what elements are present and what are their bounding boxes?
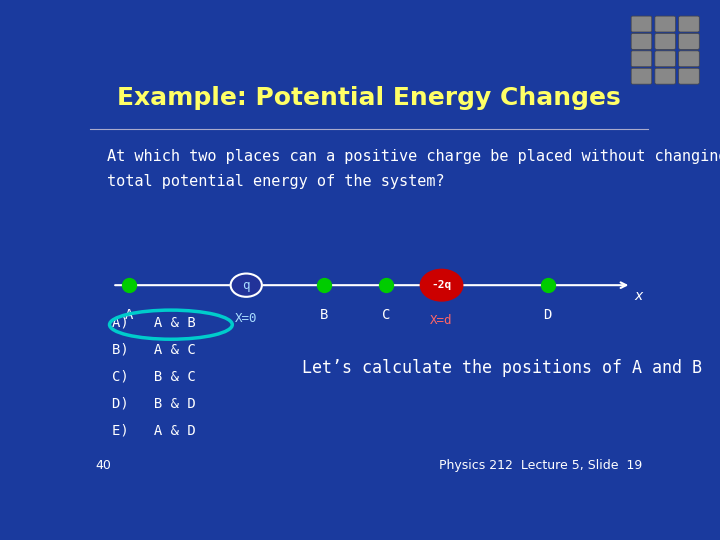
FancyBboxPatch shape <box>631 16 652 32</box>
Text: Example: Potential Energy Changes: Example: Potential Energy Changes <box>117 86 621 110</box>
Text: -2q: -2q <box>431 280 451 290</box>
FancyBboxPatch shape <box>631 33 652 49</box>
Text: E)   A & D: E) A & D <box>112 424 196 438</box>
Text: 40: 40 <box>96 460 112 472</box>
FancyBboxPatch shape <box>631 51 652 67</box>
Text: Physics 212  Lecture 5, Slide  19: Physics 212 Lecture 5, Slide 19 <box>439 460 642 472</box>
Text: C: C <box>382 308 390 322</box>
FancyBboxPatch shape <box>655 33 675 49</box>
FancyBboxPatch shape <box>679 68 699 84</box>
Text: C)   B & C: C) B & C <box>112 370 196 383</box>
FancyBboxPatch shape <box>679 51 699 67</box>
FancyBboxPatch shape <box>655 68 675 84</box>
Text: total potential energy of the system?: total potential energy of the system? <box>107 174 444 188</box>
Circle shape <box>420 269 463 301</box>
FancyBboxPatch shape <box>679 33 699 49</box>
Text: D: D <box>544 308 552 322</box>
FancyBboxPatch shape <box>655 16 675 32</box>
Text: A)   A & B: A) A & B <box>112 315 196 329</box>
FancyBboxPatch shape <box>679 16 699 32</box>
FancyBboxPatch shape <box>631 68 652 84</box>
FancyBboxPatch shape <box>655 51 675 67</box>
Text: A: A <box>125 308 133 322</box>
Circle shape <box>230 274 262 297</box>
Text: X=d: X=d <box>431 314 453 327</box>
Text: x: x <box>634 288 642 302</box>
Text: Let’s calculate the positions of A and B: Let’s calculate the positions of A and B <box>302 359 702 377</box>
Text: D)   B & D: D) B & D <box>112 397 196 411</box>
Text: At which two places can a positive charge be placed without changing the: At which two places can a positive charg… <box>107 149 720 164</box>
Text: X=0: X=0 <box>235 312 258 325</box>
Text: B)   A & C: B) A & C <box>112 342 196 356</box>
Text: B: B <box>320 308 328 322</box>
Text: q: q <box>243 279 250 292</box>
